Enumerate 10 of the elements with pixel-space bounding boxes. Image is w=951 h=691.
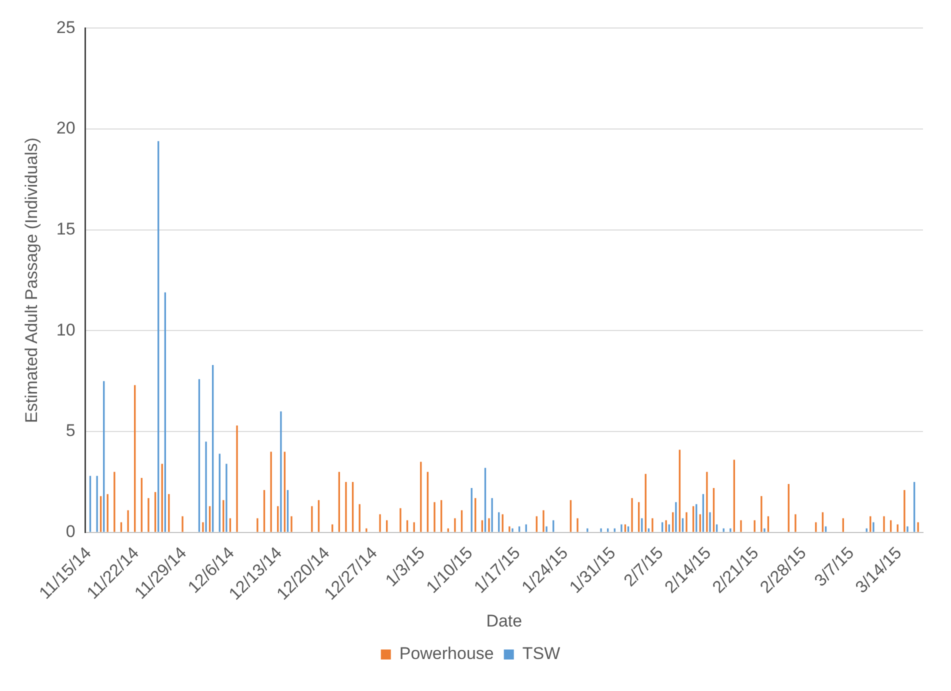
y-tick-label: 15: [56, 220, 76, 239]
y-tick-label: 0: [66, 522, 76, 542]
y-tick-label: 5: [66, 421, 76, 440]
legend-label: Powerhouse: [399, 644, 494, 664]
y-tick-label: 10: [56, 320, 76, 340]
legend-label: TSW: [522, 644, 560, 664]
y-tick-label: 25: [56, 18, 76, 37]
y-tick-label: 20: [56, 118, 76, 138]
y-axis-title: Estimated Adult Passage (Individuals): [22, 138, 41, 423]
x-axis-title: Date: [486, 611, 522, 630]
